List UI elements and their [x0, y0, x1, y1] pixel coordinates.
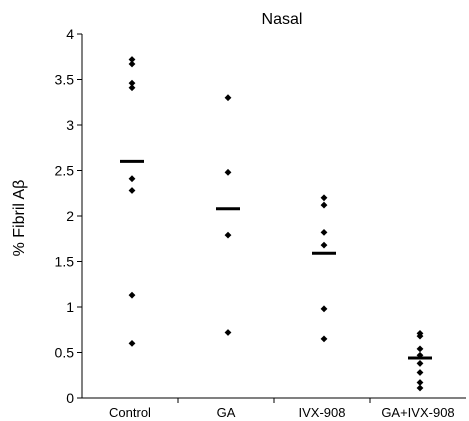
data-point: [128, 84, 136, 92]
data-point: [224, 94, 232, 102]
x-tick-label: GA: [217, 405, 236, 420]
data-point: [320, 305, 328, 313]
y-tick-label: 4: [66, 26, 74, 42]
x-ticks: Control GA IVX-908 GA+IVX-908: [109, 398, 455, 420]
y-tick-label: 1: [66, 299, 74, 315]
data-point: [320, 228, 328, 236]
data-point: [416, 332, 424, 340]
data-point: [128, 291, 136, 299]
data-point: [128, 187, 136, 194]
data-point: [320, 201, 328, 209]
data-point: [416, 384, 424, 392]
data-point: [416, 379, 424, 386]
y-tick-label: 2.5: [55, 163, 75, 179]
y-tick-label: 0: [66, 390, 74, 406]
data-point: [128, 60, 136, 68]
y-axis-label: % Fibril Aβ: [11, 180, 28, 257]
x-tick-label: GA+IVX-908: [381, 405, 454, 420]
data-point: [416, 345, 424, 353]
data-point: [416, 360, 424, 367]
x-tick-label: Control: [109, 405, 151, 420]
data-point: [320, 194, 328, 202]
y-tick-label: 1.5: [55, 254, 75, 270]
data-point: [416, 369, 424, 376]
y-tick-label: 0.5: [55, 345, 75, 361]
data-point: [128, 340, 136, 347]
data-point: [320, 335, 328, 343]
data-point: [128, 175, 136, 183]
y-tick-label: 3.5: [55, 72, 75, 88]
data-point: [224, 231, 232, 239]
y-ticks: 0 0.5 1 1.5 2 2.5 3 3.5 4: [55, 26, 82, 406]
chart-title: Nasal: [262, 11, 303, 28]
axes: [81, 34, 466, 399]
data-point: [128, 56, 136, 63]
data-point: [128, 79, 136, 87]
x-tick-label: IVX-908: [299, 405, 346, 420]
data-points: [128, 56, 424, 392]
y-tick-label: 3: [66, 117, 74, 133]
data-point: [224, 329, 232, 336]
y-tick-label: 2: [66, 208, 74, 224]
data-point: [224, 168, 232, 176]
data-point: [320, 241, 328, 249]
mean-markers: [120, 159, 432, 360]
